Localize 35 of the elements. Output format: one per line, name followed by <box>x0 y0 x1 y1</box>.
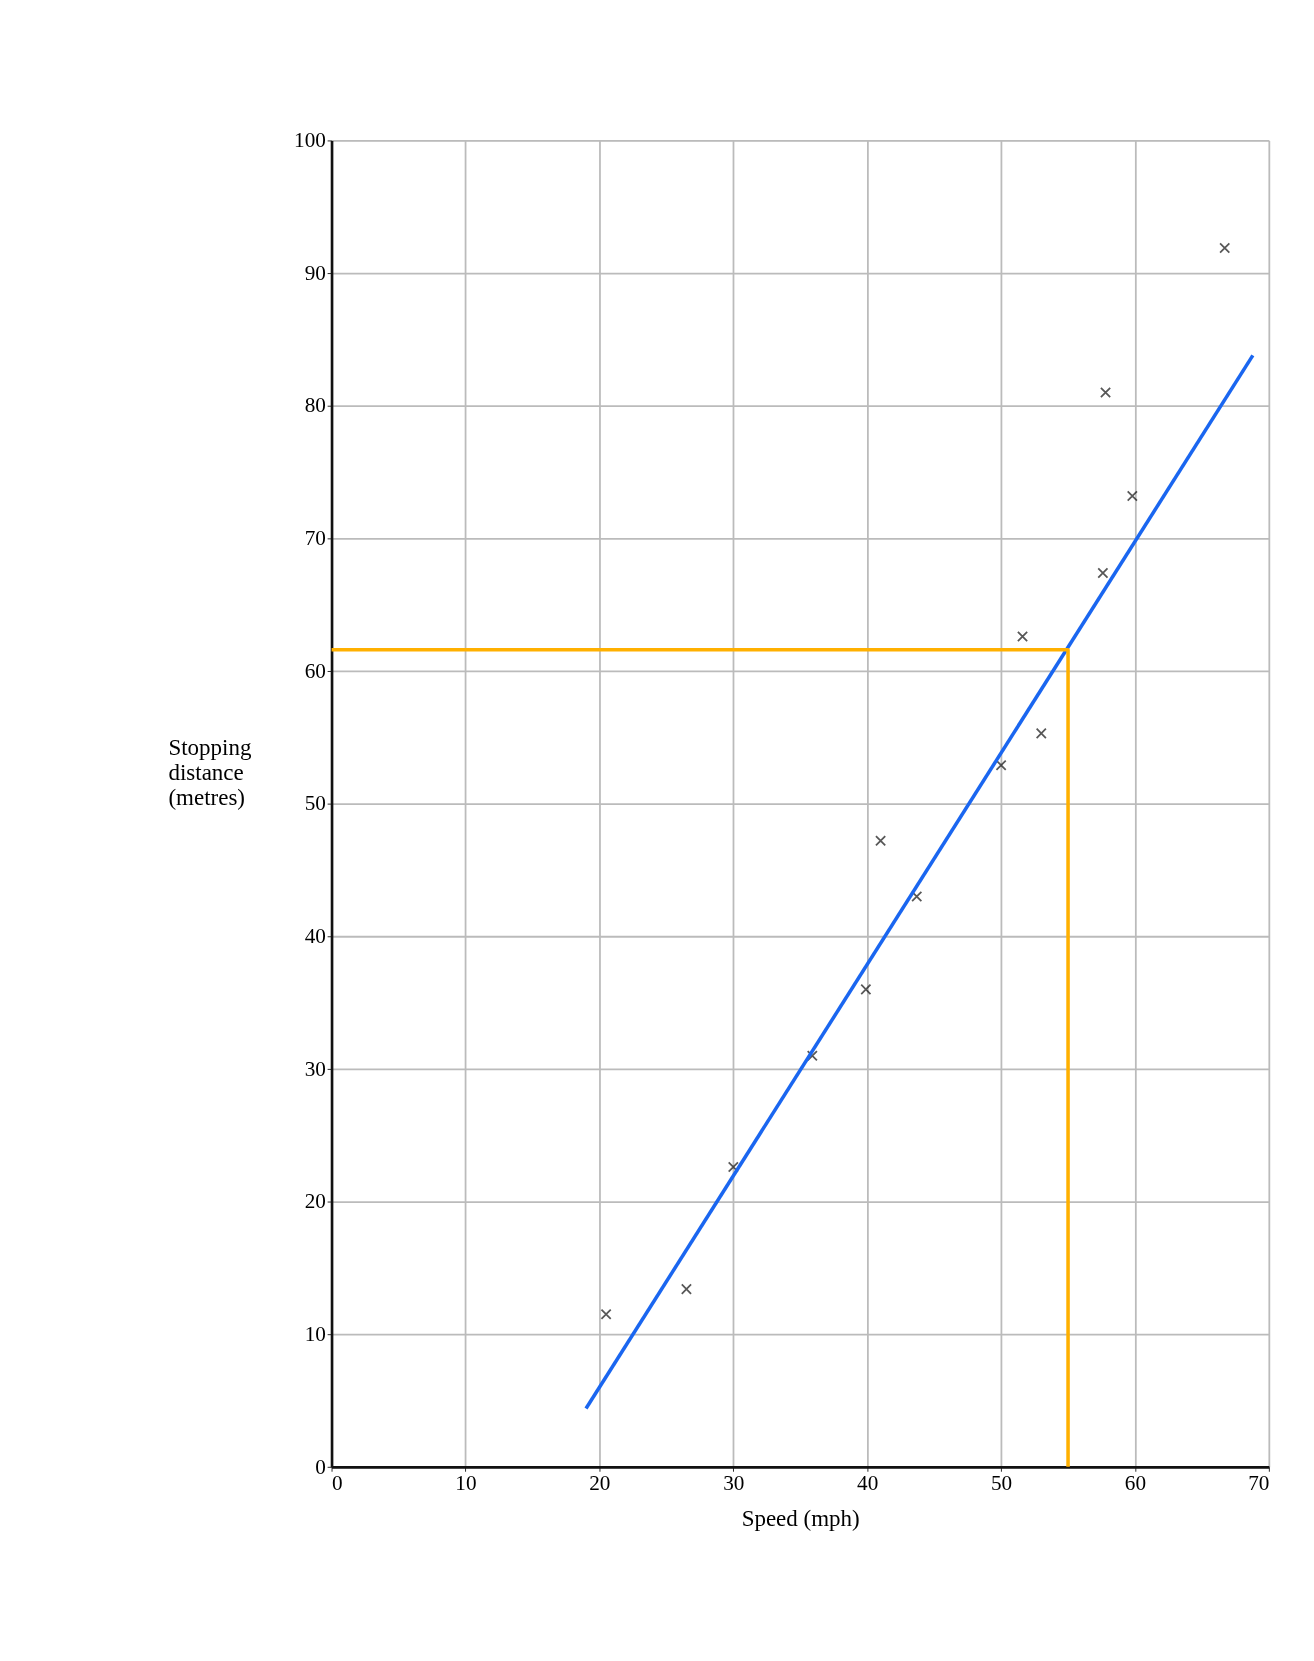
point <box>1219 242 1231 254</box>
y-tick-label: 30 <box>304 1056 326 1081</box>
y-tick-label: 80 <box>304 393 326 418</box>
x-tick-label: 30 <box>723 1471 745 1496</box>
x-axis-title: Speed (mph) <box>741 1505 860 1531</box>
y-tick-label: 0 <box>315 1454 326 1479</box>
point <box>860 983 872 995</box>
point <box>680 1283 692 1295</box>
y-axis-title: Stopping distance (metres) <box>168 735 252 810</box>
y-tick-label: 60 <box>304 658 326 683</box>
x-tick-label: 20 <box>589 1471 611 1496</box>
point <box>875 835 887 847</box>
point <box>1017 631 1029 643</box>
point <box>1126 490 1138 502</box>
x-tick-label: 60 <box>1124 1471 1147 1496</box>
y-tick-label: 40 <box>304 923 326 948</box>
x-tick-label: 40 <box>857 1471 879 1496</box>
y-tick-label: 100 <box>294 128 326 153</box>
point <box>806 1050 818 1062</box>
y-tick-label: 70 <box>304 526 326 551</box>
y-tick-label: 90 <box>304 260 326 285</box>
x-tick-label: 50 <box>990 1471 1013 1496</box>
point <box>1035 727 1047 739</box>
point <box>727 1161 739 1173</box>
point <box>911 891 923 903</box>
point <box>600 1308 612 1320</box>
y-tick-label: 50 <box>304 791 326 816</box>
y-tick-label: 10 <box>304 1321 326 1346</box>
point <box>995 759 1007 771</box>
x-tick-label: 70 <box>1248 1471 1270 1496</box>
x-tick-label: 0 <box>332 1471 343 1496</box>
x-tick-label: 10 <box>455 1471 477 1496</box>
point <box>1100 386 1112 399</box>
point <box>1097 567 1109 579</box>
y-tick-label: 20 <box>304 1189 326 1214</box>
